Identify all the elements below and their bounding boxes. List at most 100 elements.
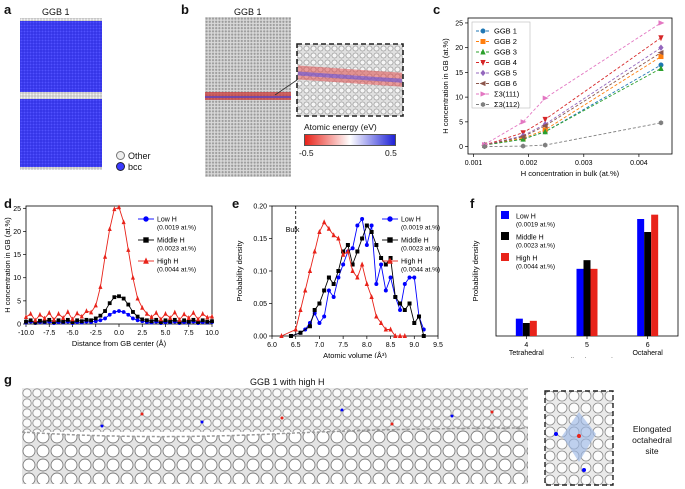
data-point [130,274,136,280]
y-tick-label: 15 [13,252,21,259]
data-point [542,116,548,123]
data-point [379,262,384,267]
panel-g-title: GGB 1 with high H [250,377,325,387]
legend-label: Low H [516,214,536,221]
data-point [543,142,548,148]
bar [637,219,645,336]
data-point [56,310,61,316]
data-point [542,128,548,135]
x-tick-label: -7.5 [43,330,55,337]
series-line [290,217,425,337]
legend-marker [480,28,486,34]
data-point [107,226,112,232]
data-point [412,321,417,326]
legend-sublabel: (0.0044 at.%) [157,267,196,274]
site-label-line-1: Elongated [632,424,672,434]
panel-g-label: g [4,372,12,387]
data-point [135,295,140,301]
data-point [407,275,412,280]
data-point [657,49,664,56]
data-point [303,287,308,293]
data-point [47,310,52,315]
data-point [341,262,346,267]
panel-c-label: c [433,2,441,17]
octahedral-site-inset [544,390,614,486]
data-point [42,319,47,324]
data-point [168,315,173,320]
data-point [47,317,52,322]
x-tick-label: 0.002 [520,160,538,167]
y-tick-label: 0.20 [253,204,267,211]
legend-marker [480,59,486,66]
data-point [326,288,331,293]
data-point [388,326,393,332]
data-point [140,317,145,322]
legend-marker [387,237,393,243]
series-line [281,221,405,337]
data-point [345,242,350,247]
legend-swatch [501,232,509,240]
legend-marker [480,48,486,55]
y-tick-label: 25 [13,206,21,213]
y-tick-label: 0.15 [253,236,267,243]
y-tick-label: 15 [455,70,463,77]
data-point [182,311,187,317]
bulk-annotation: Bulk [286,227,300,234]
data-point [326,225,332,231]
data-point [65,317,70,322]
legend-label: Low H [401,217,421,224]
x-tick-label: -2.5 [90,330,102,337]
x-tick-label: 0.003 [575,160,593,167]
y-tick-label: 20 [455,45,463,52]
bar [576,268,584,336]
legend-sublabel: (0.0023 at.%) [516,243,555,250]
data-point [107,301,112,306]
x-axis-title: Distance from GB center (Å) [72,339,167,348]
legend-sublabel: (0.0019 at.%) [516,222,555,229]
data-point [154,317,159,322]
y-tick-label: 25 [455,20,463,27]
data-point [360,236,365,241]
legend-sublabel: (0.0044 at.%) [516,264,555,271]
series-line [484,22,662,145]
data-point [359,261,365,267]
y-axis-title: H concentration in GB (at.%) [3,217,12,313]
panel-a-structure [20,18,102,170]
other-marker-icon [116,151,125,160]
data-point [658,35,664,42]
data-point [331,295,336,300]
data-point [65,309,70,314]
data-point [421,334,426,339]
legend-sublabel: (0.0023 at.%) [401,246,440,253]
legend-label: Middle H [401,238,429,245]
data-point [317,321,322,326]
data-point [355,249,360,254]
data-point [135,314,140,319]
data-point [317,301,322,306]
data-point [93,316,98,321]
data-point [103,316,107,321]
y-tick-label: 5 [459,119,463,126]
data-point [402,282,407,287]
data-point [520,119,527,125]
data-point [98,313,103,318]
data-point [75,318,80,323]
data-point [541,123,548,129]
data-point [205,319,210,324]
data-point [56,318,61,323]
data-point [75,310,80,316]
data-point [658,20,665,26]
x-tick-label: 7.0 [315,342,325,349]
data-point [374,242,379,247]
data-point [279,333,284,338]
data-point [117,294,121,299]
bar [644,232,652,336]
data-point [317,229,322,235]
data-point [326,275,331,280]
data-point [393,295,398,300]
y-tick-label: 0.05 [253,301,267,308]
data-point [364,242,369,247]
y-tick-label: 10 [13,275,21,282]
panel-a-legend: Other bcc [116,150,151,172]
series-line [484,56,662,146]
